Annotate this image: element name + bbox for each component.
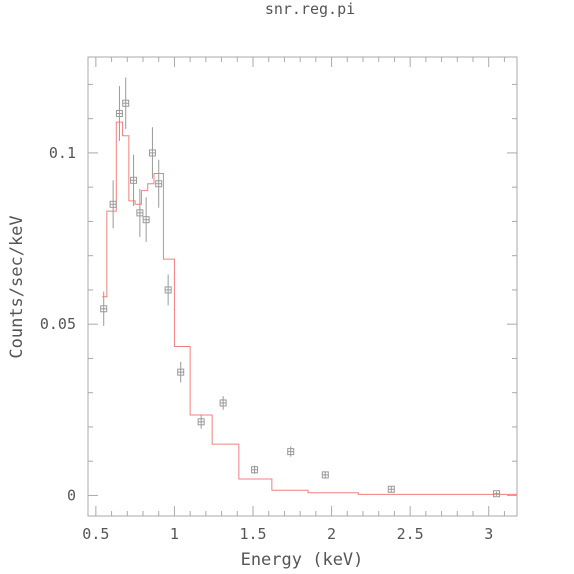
data-point	[251, 465, 259, 474]
data-point	[219, 396, 227, 410]
data-point	[130, 154, 138, 207]
model-step-line	[102, 121, 517, 495]
point-marker	[164, 286, 172, 294]
point-marker	[115, 110, 123, 118]
x-tick-label: 2.5	[397, 525, 424, 543]
point-marker	[493, 490, 501, 498]
axis-ticks	[88, 57, 517, 516]
point-marker	[251, 466, 259, 474]
point-marker	[142, 216, 150, 224]
data-point	[142, 197, 150, 242]
data-point	[493, 490, 501, 498]
data-point	[387, 485, 395, 493]
x-tick-label: 2	[327, 525, 336, 543]
point-marker	[219, 399, 227, 407]
point-marker	[177, 368, 185, 376]
y-tick-label: 0.1	[49, 144, 76, 162]
y-tick-label: 0.05	[40, 315, 76, 333]
chart-title: snr.reg.pi	[265, 0, 355, 18]
data-point	[136, 188, 144, 237]
point-marker	[321, 471, 329, 479]
point-marker	[122, 99, 130, 107]
data-point	[148, 127, 156, 179]
point-marker	[136, 209, 144, 217]
x-tick-label: 0.5	[82, 525, 109, 543]
data-point	[115, 86, 123, 141]
point-marker	[387, 485, 395, 493]
point-marker	[148, 149, 156, 157]
point-marker	[197, 418, 205, 426]
data-point	[177, 361, 185, 383]
tick-labels: 0.5 1 1.5 2 2.5 3 0 0.05 0.1	[40, 144, 493, 543]
x-tick-label: 1	[170, 525, 179, 543]
point-marker	[100, 305, 108, 313]
point-marker	[287, 448, 295, 456]
point-marker	[155, 180, 163, 188]
data-point	[100, 291, 108, 326]
data-point	[321, 471, 329, 479]
y-tick-label: 0	[67, 486, 76, 504]
data-points	[100, 77, 501, 498]
data-point	[122, 77, 130, 129]
data-point	[197, 414, 205, 429]
data-point	[287, 446, 295, 457]
point-marker	[130, 176, 138, 184]
x-tick-label: 1.5	[239, 525, 266, 543]
plot-frame	[87, 56, 518, 517]
data-point	[109, 180, 117, 229]
data-point	[164, 274, 172, 306]
point-marker	[109, 200, 117, 208]
x-tick-label: 3	[484, 525, 493, 543]
data-point	[155, 159, 163, 208]
model-curve	[102, 121, 517, 495]
x-axis-label: Energy (keV)	[241, 550, 364, 570]
y-axis-label: Counts/sec/keV	[7, 215, 27, 358]
